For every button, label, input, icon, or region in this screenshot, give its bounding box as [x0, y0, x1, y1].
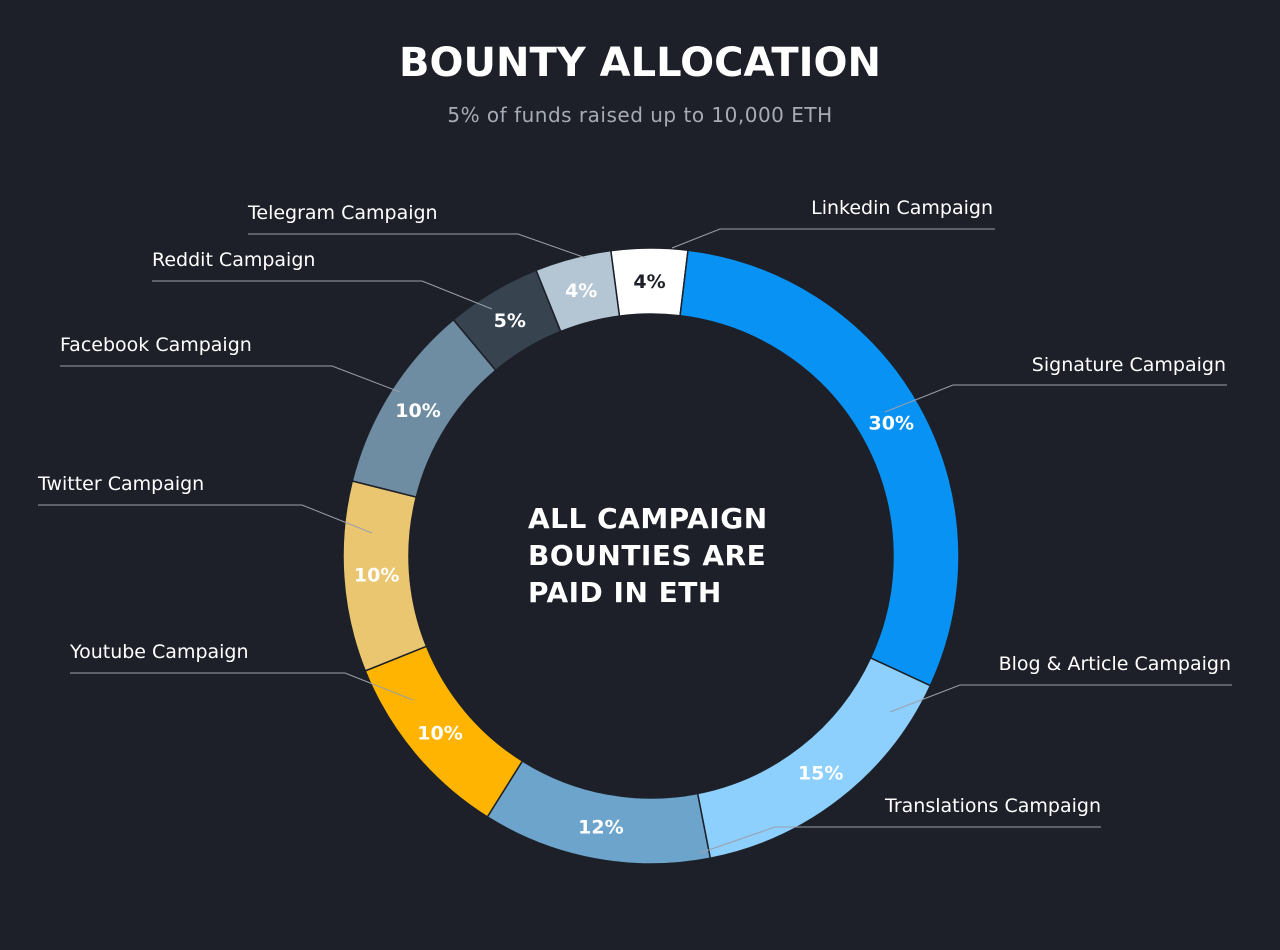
- center-text: ALL CAMPAIGN BOUNTIES ARE PAID IN ETH: [528, 500, 828, 611]
- center-text-line-1: ALL CAMPAIGN: [528, 502, 768, 535]
- leader-line-youtube-campaign: [70, 672, 414, 701]
- category-label-telegram-campaign: Telegram Campaign: [247, 202, 438, 224]
- leader-line-facebook-campaign: [60, 365, 401, 393]
- value-labels: 4% 30% 15% 12% 10% 10% 10% 5% 4%: [354, 271, 914, 838]
- leader-line-twitter-campaign: [38, 504, 373, 534]
- leader-line-translations-campaign: [699, 826, 1101, 854]
- leader-line-reddit-campaign: [152, 280, 493, 310]
- leader-line-linkedin-campaign: [671, 228, 995, 249]
- category-label-twitter-campaign: Twitter Campaign: [37, 473, 204, 495]
- category-label-reddit-campaign: Reddit Campaign: [152, 249, 315, 271]
- slice-blog-and-article-campaign: [696, 656, 932, 860]
- chart-title: BOUNTY ALLOCATION: [399, 40, 881, 86]
- category-label-linkedin-campaign: Linkedin Campaign: [811, 197, 993, 219]
- value-label-signature-campaign: 30%: [869, 412, 914, 434]
- value-label-translations-campaign: 12%: [578, 816, 623, 838]
- chart-subtitle: 5% of funds raised up to 10,000 ETH: [447, 103, 833, 127]
- leader-lines: [38, 228, 1232, 854]
- value-label-youtube-campaign: 10%: [417, 722, 462, 744]
- value-label-reddit-campaign: 5%: [494, 310, 526, 332]
- category-label-facebook-campaign: Facebook Campaign: [60, 334, 252, 356]
- category-label-youtube-campaign: Youtube Campaign: [69, 641, 249, 663]
- category-label-blog-and-article-campaign: Blog & Article Campaign: [999, 653, 1231, 675]
- leader-line-signature-campaign: [884, 384, 1227, 413]
- leader-line-blog-and-article-campaign: [889, 684, 1232, 713]
- value-label-twitter-campaign: 10%: [354, 565, 399, 587]
- value-label-linkedin-campaign: 4%: [633, 271, 665, 293]
- category-label-signature-campaign: Signature Campaign: [1032, 354, 1226, 376]
- category-label-translations-campaign: Translations Campaign: [884, 795, 1101, 817]
- value-label-facebook-campaign: 10%: [395, 400, 440, 422]
- center-text-line-3: PAID IN ETH: [528, 576, 722, 609]
- slices-layer: [342, 247, 960, 865]
- leader-line-telegram-campaign: [248, 233, 587, 259]
- slice-signature-campaign: [679, 249, 960, 687]
- value-label-telegram-campaign: 4%: [565, 280, 597, 302]
- value-label-blog-and-article-campaign: 15%: [798, 762, 843, 784]
- slice-translations-campaign: [486, 759, 712, 865]
- category-labels: Linkedin Campaign Signature Campaign Blog …: [37, 197, 1231, 817]
- center-text-line-2: BOUNTIES ARE: [528, 539, 767, 572]
- slice-telegram-campaign: [535, 249, 621, 333]
